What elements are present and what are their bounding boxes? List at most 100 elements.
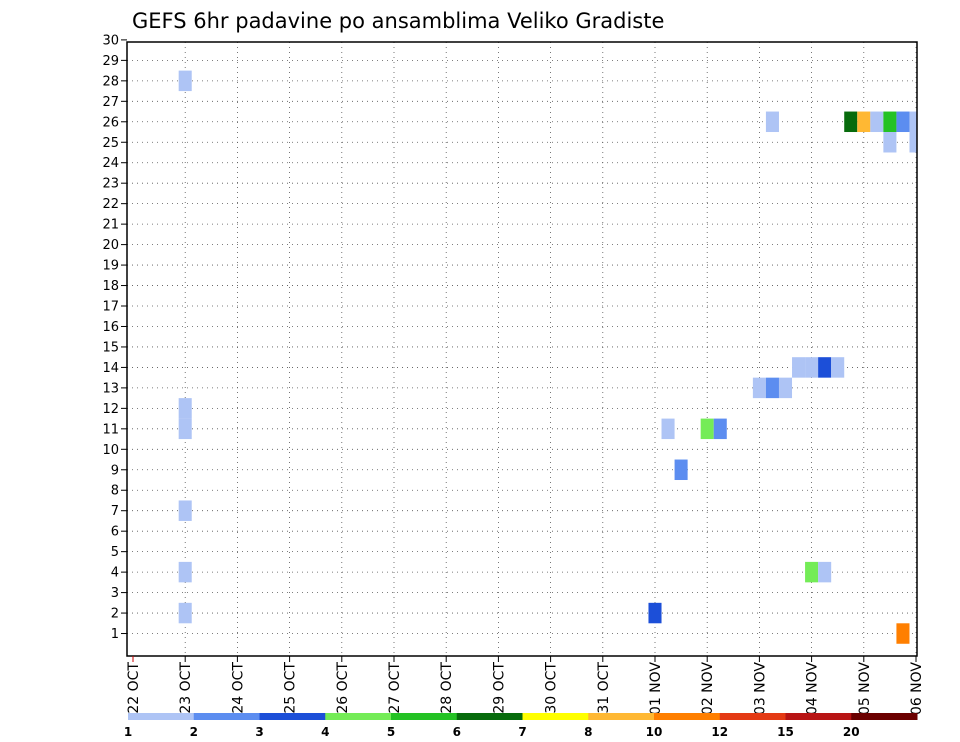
x-tick-label: 23 OCT: [178, 662, 194, 714]
colorbar-label: 3: [255, 725, 263, 739]
x-tick-label: 02 NOV: [700, 662, 716, 716]
heatmap-cell: [765, 111, 779, 133]
y-tick-label: 11: [102, 422, 119, 437]
x-tick-label: 31 OCT: [596, 662, 612, 714]
x-tick-label: 28 OCT: [439, 662, 455, 714]
y-tick-label: 27: [102, 95, 119, 110]
heatmap-cell: [674, 459, 688, 481]
colorbar-label: 7: [518, 725, 526, 739]
colorbar-swatch: [522, 713, 589, 720]
colorbar-swatch: [259, 713, 326, 720]
heatmap-cell: [883, 111, 897, 133]
y-tick-label: 15: [102, 340, 119, 355]
heatmap-cell: [896, 111, 910, 133]
heatmap-cell: [178, 561, 192, 583]
y-tick-label: 12: [102, 402, 119, 417]
x-tick-label: 25 OCT: [283, 662, 299, 714]
heatmap-cell: [178, 398, 192, 419]
colorbar-label: 4: [321, 725, 329, 739]
heatmap-cell: [909, 111, 917, 133]
colorbar-swatch: [391, 713, 458, 720]
colorbar-label: 5: [387, 725, 395, 739]
y-tick-label: 4: [111, 566, 119, 581]
colorbar-label: 6: [453, 725, 461, 739]
colorbar-swatch: [325, 713, 392, 720]
heatmap-cell: [818, 357, 832, 378]
heatmap-cell: [178, 70, 192, 92]
heatmap-cell: [752, 377, 766, 399]
heatmap-cell: [805, 357, 819, 378]
y-tick-label: 23: [102, 177, 119, 192]
x-tick-label: 26 OCT: [335, 662, 351, 714]
colorbar-swatch: [193, 713, 260, 720]
heatmap-cells: [178, 70, 917, 644]
x-tick-label: 24 OCT: [230, 662, 246, 714]
y-tick-label: 17: [102, 300, 119, 315]
plot-frame: [126, 41, 918, 657]
x-axis: 22 OCT 23 OCT 24 OCT 25 OCT 26 OCT 27 OCT 28 O…: [126, 656, 925, 715]
colorbar-swatch: [785, 713, 852, 720]
x-tick-label: 04 NOV: [805, 662, 821, 716]
y-tick-label: 5: [111, 545, 119, 560]
y-tick-label: 9: [111, 463, 119, 478]
heatmap-cell: [805, 561, 819, 583]
y-tick-label: 2: [111, 607, 119, 622]
y-tick-label: 18: [102, 279, 119, 294]
heatmap-cell: [831, 357, 845, 378]
y-tick-label: 28: [102, 74, 119, 89]
grid-lines: [127, 42, 917, 656]
chart-title: GEFS 6hr padavine po ansamblima Veliko G…: [132, 9, 664, 33]
colorbar-label: 20: [843, 725, 860, 739]
y-tick-label: 30: [102, 33, 119, 48]
y-tick-label: 3: [111, 586, 119, 601]
colorbar-label: 12: [711, 725, 728, 739]
heatmap-cell: [700, 418, 714, 440]
x-tick-label: 27 OCT: [387, 662, 403, 714]
heatmap-cell: [792, 357, 806, 378]
x-tick-label: 05 NOV: [857, 662, 873, 716]
y-tick-label: 26: [102, 115, 119, 130]
y-tick-label: 20: [102, 238, 119, 253]
x-tick-label: 06 NOV: [909, 662, 925, 716]
heatmap-cell: [178, 418, 192, 440]
y-tick-label: 21: [102, 218, 119, 233]
heatmap-cell: [857, 111, 871, 133]
y-tick-label: 10: [102, 443, 119, 458]
y-tick-label: 13: [102, 381, 119, 396]
colorbar-label: 10: [646, 725, 663, 739]
colorbar-swatch: [654, 713, 721, 720]
y-tick-label: 29: [102, 54, 119, 69]
y-tick-label: 6: [111, 525, 119, 540]
heatmap-cell: [178, 602, 192, 624]
x-tick-label: 30 OCT: [544, 662, 560, 714]
colorbar-swatch: [851, 713, 918, 720]
heatmap-cell: [883, 132, 897, 153]
y-tick-label: 7: [111, 504, 119, 519]
colorbar-swatch: [456, 713, 523, 720]
y-tick-label: 19: [102, 259, 119, 274]
colorbar-swatch: [128, 713, 195, 720]
colorbar-label: 8: [584, 725, 592, 739]
colorbar-swatch: [719, 713, 786, 720]
heatmap-cell: [661, 418, 675, 440]
x-tick-label: 29 OCT: [491, 662, 507, 714]
x-tick-label: 01 NOV: [648, 662, 664, 716]
heatmap-cell: [178, 500, 192, 521]
heatmap-cell: [765, 377, 779, 399]
heatmap-cell: [818, 561, 832, 583]
y-tick-label: 8: [111, 484, 119, 499]
heatmap-cell: [713, 418, 727, 440]
colorbar-label: 1: [124, 725, 132, 739]
heatmap-cell: [870, 111, 884, 133]
heatmap-cell: [896, 623, 910, 644]
heatmap-cell: [844, 111, 858, 133]
y-tick-label: 25: [102, 136, 119, 151]
colorbar-label: 2: [190, 725, 198, 739]
heatmap-cell: [648, 602, 662, 624]
x-tick-label: 03 NOV: [752, 662, 768, 716]
heatmap-cell: [778, 377, 793, 399]
y-axis: 1234567891011121314151617181920212223242…: [102, 33, 127, 642]
x-tick-label: 22 OCT: [126, 662, 142, 714]
y-tick-label: 24: [102, 156, 119, 171]
